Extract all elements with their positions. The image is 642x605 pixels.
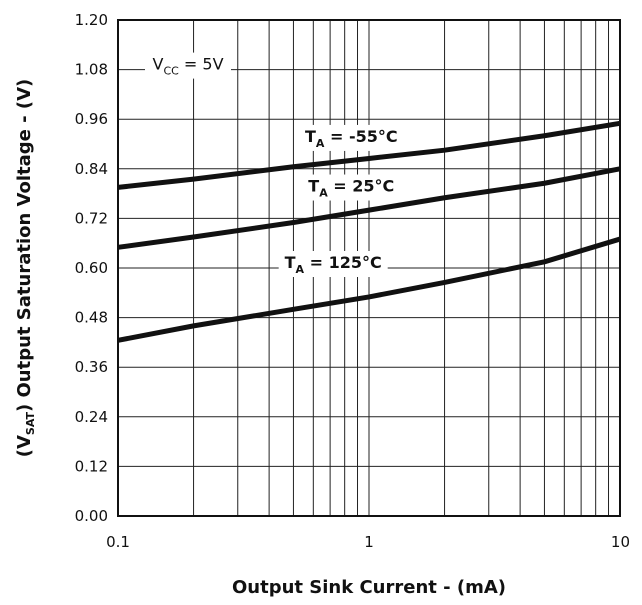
grid-lines xyxy=(118,20,620,516)
y-tick-label: 0.60 xyxy=(75,259,108,277)
series-lines xyxy=(117,120,621,343)
series-label-value: = 25°C xyxy=(328,177,395,196)
series-label-background xyxy=(278,251,388,277)
series-label-subscript: A xyxy=(296,263,305,276)
y-tick-label: 0.00 xyxy=(75,507,108,525)
vcc-annotation-value: = 5V xyxy=(179,55,224,74)
y-tick-label: 0.24 xyxy=(75,408,108,426)
series-label-symbol: T xyxy=(285,253,296,272)
plot-frame xyxy=(117,19,621,517)
series-label-value: = 125°C xyxy=(304,253,382,272)
series-label-subscript: A xyxy=(316,137,325,150)
y-tick-label: 1.08 xyxy=(75,61,108,79)
series-label: TA = -55°C xyxy=(305,127,398,150)
vcc-annotation-background xyxy=(145,52,231,79)
y-tick-label: 0.12 xyxy=(75,457,108,475)
y-axis-title: (VSAT) Output Saturation Voltage - (V) xyxy=(14,79,37,458)
series-line xyxy=(117,120,621,190)
y-tick-label: 0.96 xyxy=(75,110,108,128)
y-tick-label: 0.84 xyxy=(75,160,108,178)
vcc-annotation-symbol: V xyxy=(152,55,163,74)
x-tick-labels: 0.1 1 10 xyxy=(106,533,630,551)
y-tick-label: 1.20 xyxy=(75,11,108,29)
x-tick-label: 10 xyxy=(611,533,630,551)
series-label: TA = 125°C xyxy=(285,253,382,276)
series-label: TA = 25°C xyxy=(308,177,394,200)
y-axis-title-subscript: SAT xyxy=(24,412,37,436)
series-label-background xyxy=(296,124,406,151)
y-axis-title-suffix: ) Output Saturation Voltage - (V) xyxy=(14,79,35,412)
vcc-annotation-subscript: CC xyxy=(163,65,179,78)
y-tick-labels: 0.00 0.12 0.24 0.36 0.48 0.60 0.72 0.84 0.96 1.08… xyxy=(75,11,108,525)
x-tick-label: 0.1 xyxy=(106,533,130,551)
vcc-annotation: VCC = 5V xyxy=(152,55,223,78)
series-label-symbol: T xyxy=(305,127,316,146)
y-tick-label: 0.36 xyxy=(75,358,108,376)
series-label-background xyxy=(301,174,401,201)
y-axis-title-prefix: (V xyxy=(14,435,35,457)
series-label-symbol: T xyxy=(308,177,319,196)
series-line xyxy=(117,236,621,343)
x-axis-title: Output Sink Current - (mA) xyxy=(232,577,506,598)
series-line xyxy=(117,166,621,250)
y-tick-label: 0.72 xyxy=(75,209,108,227)
y-tick-label: 0.48 xyxy=(75,309,108,327)
series-label-subscript: A xyxy=(319,187,328,200)
x-tick-label: 1 xyxy=(364,533,374,551)
series-label-value: = -55°C xyxy=(324,127,397,146)
